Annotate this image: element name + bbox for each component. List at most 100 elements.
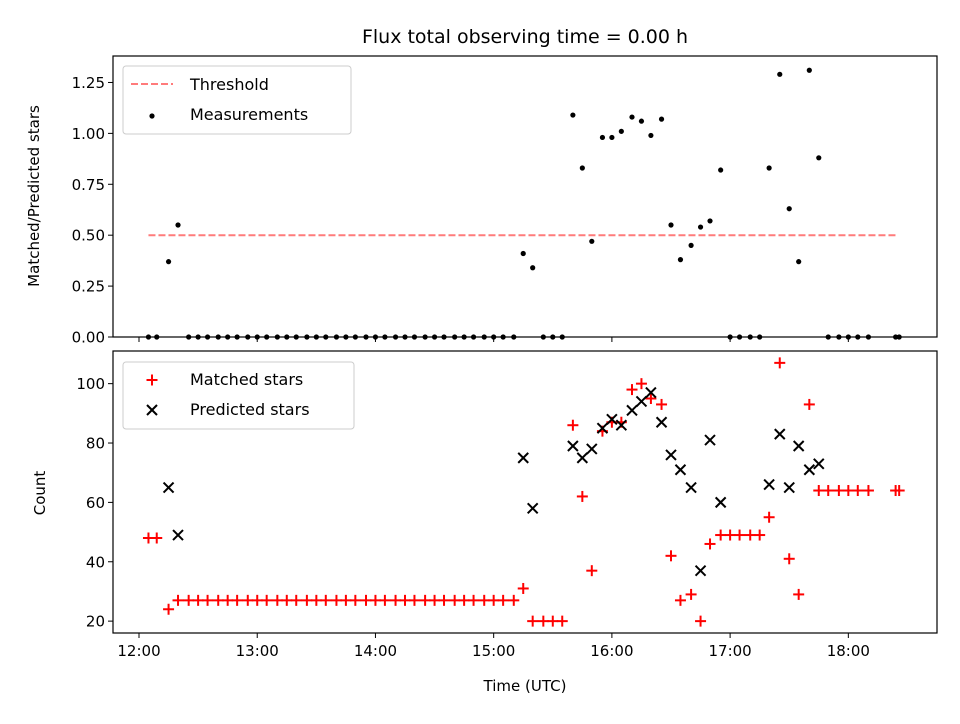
- bottom-series-0-point: [704, 538, 716, 550]
- bottom-y-tick-label: 20: [86, 613, 105, 631]
- bottom-panel: 20 40 60 80 100 12:00 13:00 14:00 15:00 16:00 17:0…: [31, 350, 938, 695]
- top-y-tick-label: 0.25: [72, 278, 105, 296]
- bottom-series-0-point: [349, 594, 361, 606]
- bottom-x-tick-label: 15:00: [472, 642, 515, 660]
- bottom-series-1-point-b: [674, 464, 687, 476]
- bottom-series-0-point: [261, 594, 273, 606]
- bottom-plot-area: 20 40 60 80 100 12:00 13:00 14:00 15:00 16:00 17:0…: [76, 350, 938, 660]
- legend-measurements-label: Measurements: [190, 105, 308, 124]
- top-axes-frame: [112, 55, 938, 338]
- bottom-series-1-point: [645, 386, 657, 399]
- bottom-series-0-point: [340, 594, 352, 606]
- bottom-series-0-point: [458, 594, 470, 606]
- top-plot-area: 0.00 0.25 0.50 0.75 1.00 1.25: [72, 55, 938, 347]
- bottom-series-0-point: [419, 594, 431, 606]
- top-series-0-point: [530, 265, 536, 271]
- bottom-series-0-point: [774, 357, 786, 369]
- bottom-series-1-point: [526, 502, 539, 515]
- top-series-0-point: [796, 259, 802, 265]
- top-series-0-point: [806, 67, 812, 73]
- bottom-series-0-point: [310, 594, 322, 606]
- bottom-series-0-point: [449, 594, 461, 606]
- bottom-series-1-point-b: [526, 502, 539, 515]
- bottom-series-1-point: [615, 419, 628, 431]
- bottom-series-0-point: [547, 615, 559, 627]
- bottom-series-0-point: [626, 384, 638, 396]
- top-y-tick-label: 0.50: [72, 227, 105, 245]
- chart-title: Flux total observing time = 0.00 h: [362, 26, 688, 48]
- bottom-series-0-point: [724, 529, 736, 541]
- legend-measurements-swatch: [149, 113, 155, 119]
- bottom-series-1-point: [803, 464, 816, 476]
- bottom-series-0-point: [478, 594, 490, 606]
- bottom-series-0-point: [488, 594, 500, 606]
- top-series-0-point: [668, 222, 674, 228]
- bottom-series-0-point: [163, 603, 175, 615]
- bottom-series-1-point: [714, 496, 727, 509]
- top-y-tick-label: 1.25: [72, 74, 105, 92]
- bottom-series-1-point: [576, 452, 589, 464]
- top-series-0-point: [777, 71, 783, 77]
- bottom-x-tick-label: 13:00: [236, 642, 279, 660]
- bottom-series-0-point: [497, 594, 509, 606]
- bottom-series-0-point: [242, 594, 254, 606]
- bottom-series-0-point: [833, 485, 845, 497]
- bottom-series-0-point: [586, 565, 598, 577]
- top-series-0-point: [609, 134, 615, 141]
- bottom-legend: Matched stars Predicted stars: [122, 361, 355, 430]
- top-series-0-point: [677, 257, 684, 263]
- bottom-series-0-point: [527, 615, 539, 627]
- bottom-series-1-point: [783, 481, 795, 494]
- top-series-0-point: [718, 167, 724, 173]
- bottom-series-0-point: [408, 594, 420, 606]
- bottom-series-0-point: [369, 594, 381, 606]
- bottom-series-0-point: [822, 485, 834, 497]
- bottom-legend-box: [122, 361, 355, 430]
- bottom-series-1-point-b: [704, 434, 716, 446]
- bottom-series-0-point: [183, 594, 195, 606]
- top-series-0-point: [629, 114, 635, 120]
- top-series-0-point: [599, 134, 606, 141]
- top-series-0-point: [165, 259, 172, 265]
- bottom-series-0-point: [399, 594, 411, 606]
- bottom-series-1-point: [792, 440, 805, 452]
- bottom-y-axis-label: Count: [31, 471, 49, 516]
- bottom-series-0-point: [212, 594, 224, 606]
- bottom-series-0-point: [763, 511, 775, 523]
- top-series-0-point: [766, 165, 772, 171]
- bottom-series-0-point: [576, 490, 588, 502]
- top-series-0-point: [688, 242, 694, 248]
- bottom-series-1-point: [694, 564, 707, 577]
- bottom-series-1-point-b: [576, 452, 589, 464]
- bottom-series-1-point-b: [665, 449, 677, 461]
- bottom-series-1-point: [626, 404, 638, 417]
- bottom-series-0-point: [429, 594, 441, 606]
- bottom-series-1-point-b: [635, 395, 648, 408]
- bottom-series-1-point-b: [685, 481, 697, 494]
- bottom-series-1-point: [567, 440, 579, 452]
- legend-predicted-swatch: [146, 404, 158, 416]
- bottom-series-1-point-b: [763, 478, 775, 491]
- top-series-0-point: [570, 112, 576, 118]
- bottom-series-0-point: [251, 594, 263, 606]
- bottom-series-1-point-b: [774, 428, 786, 440]
- top-legend: Threshold Measurements: [122, 65, 352, 135]
- top-series-0-point: [658, 116, 665, 122]
- bottom-series-0-point: [862, 485, 874, 497]
- bottom-y-tick-label: 60: [86, 494, 105, 512]
- bottom-x-tick-label: 18:00: [827, 642, 870, 660]
- bottom-series-0-point: [783, 553, 795, 565]
- bottom-series-0-point: [556, 615, 568, 627]
- bottom-series-0: [142, 357, 905, 627]
- bottom-axes-frame: [112, 350, 938, 634]
- bottom-y-tick-label: 80: [86, 435, 105, 453]
- bottom-series-1-point-b: [813, 458, 825, 470]
- bottom-series-0-point: [360, 594, 372, 606]
- bottom-series-1-point-b: [172, 529, 184, 541]
- bottom-series-0-point: [290, 594, 302, 606]
- legend-predicted-marker: [146, 404, 158, 416]
- bottom-series-0-point: [390, 594, 402, 606]
- bottom-series-0-point: [734, 529, 746, 541]
- bottom-series-0-point: [813, 485, 825, 497]
